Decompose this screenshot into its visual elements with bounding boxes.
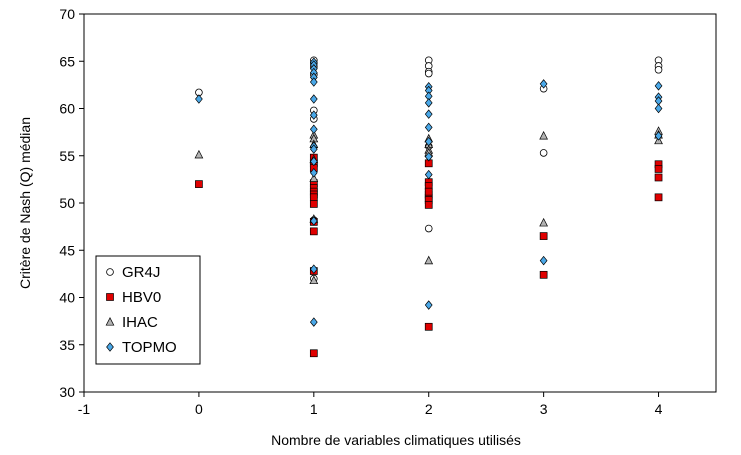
y-tick-label: 35	[59, 337, 75, 353]
legend-label-topmo: TOPMO	[122, 339, 177, 356]
data-point-ihac	[194, 149, 204, 159]
data-point-topmo	[424, 151, 433, 162]
legend-marker-gr4j	[106, 268, 114, 276]
data-point-hbv0	[654, 173, 663, 182]
y-axis-title: Critère de Nash (Q) médian	[17, 117, 33, 289]
data-point-topmo	[309, 94, 318, 104]
data-point-topmo	[654, 131, 663, 141]
legend-box	[95, 255, 201, 365]
data-point-topmo	[309, 317, 318, 327]
data-point-topmo	[195, 94, 203, 104]
y-tick-label: 50	[59, 195, 75, 211]
data-point-hbv0	[309, 227, 318, 236]
x-tick-label: 4	[655, 401, 663, 417]
data-point-topmo	[309, 168, 318, 178]
data-point-hbv0	[424, 187, 433, 196]
x-tick-label: 1	[310, 401, 318, 417]
data-point-hbv0	[539, 232, 548, 240]
x-axis-title: Nombre de variables climatiques utilisés	[271, 432, 521, 448]
x-axis-ticks: -1 0 1 2 3 4	[78, 392, 663, 417]
data-point-topmo	[309, 144, 318, 154]
y-tick-label: 70	[59, 6, 75, 22]
data-point-topmo	[309, 216, 318, 226]
y-tick-label: 40	[59, 290, 75, 306]
data-point-gr4j	[424, 224, 433, 233]
data-point-hbv0	[309, 200, 318, 208]
legend-marker-ihac	[105, 317, 115, 326]
legend-label-hbv0: HBV0	[122, 289, 161, 306]
x-tick-label: 0	[195, 401, 203, 417]
data-point-topmo	[309, 156, 318, 167]
data-point-topmo	[539, 255, 548, 266]
data-point-hbv0	[654, 165, 663, 173]
data-point-topmo	[309, 264, 318, 274]
data-points	[194, 56, 663, 358]
legend-label-gr4j: GR4J	[122, 264, 160, 281]
data-point-topmo	[424, 300, 433, 310]
legend: GR4J HBV0 IHAC TOPMO	[95, 255, 201, 365]
data-point-hbv0	[309, 349, 318, 358]
data-point-ihac	[309, 275, 319, 285]
data-point-topmo	[424, 122, 433, 133]
y-tick-label: 65	[59, 53, 75, 69]
x-tick-label: 2	[425, 401, 433, 417]
data-point-ihac	[309, 173, 319, 182]
y-axis-ticks: 30 35 40 45 50 55 60 65 70	[59, 6, 84, 400]
data-point-hbv0	[654, 193, 663, 202]
data-point-hbv0	[309, 193, 318, 202]
series-hbv0	[195, 153, 663, 358]
data-point-topmo	[654, 81, 663, 91]
data-point-gr4j	[539, 149, 548, 157]
data-point-gr4j	[654, 65, 663, 74]
data-point-topmo	[654, 103, 663, 114]
data-point-ihac	[424, 255, 434, 265]
data-point-topmo	[424, 136, 433, 147]
x-tick-label: 3	[540, 401, 548, 417]
data-point-topmo	[309, 110, 318, 120]
data-point-ihac	[539, 130, 549, 140]
legend-marker-hbv0	[106, 293, 114, 301]
y-tick-label: 55	[59, 148, 75, 164]
data-point-hbv0	[539, 270, 548, 279]
x-tick-label: -1	[78, 401, 91, 417]
data-point-topmo	[424, 98, 433, 108]
data-point-gr4j	[424, 69, 433, 78]
data-point-hbv0	[424, 322, 433, 331]
data-point-topmo	[309, 77, 318, 87]
legend-marker-topmo	[106, 342, 114, 352]
legend-label-ihac: IHAC	[122, 314, 158, 331]
data-point-topmo	[309, 124, 318, 135]
series-topmo	[195, 57, 663, 327]
data-point-ihac	[539, 217, 549, 227]
data-point-hbv0	[424, 201, 433, 209]
data-point-topmo	[539, 79, 548, 89]
data-point-hbv0	[195, 180, 203, 188]
data-point-topmo	[424, 109, 433, 119]
y-tick-label: 60	[59, 101, 75, 117]
y-tick-label: 45	[59, 242, 75, 258]
y-tick-label: 30	[59, 384, 75, 400]
data-point-topmo	[424, 169, 433, 180]
